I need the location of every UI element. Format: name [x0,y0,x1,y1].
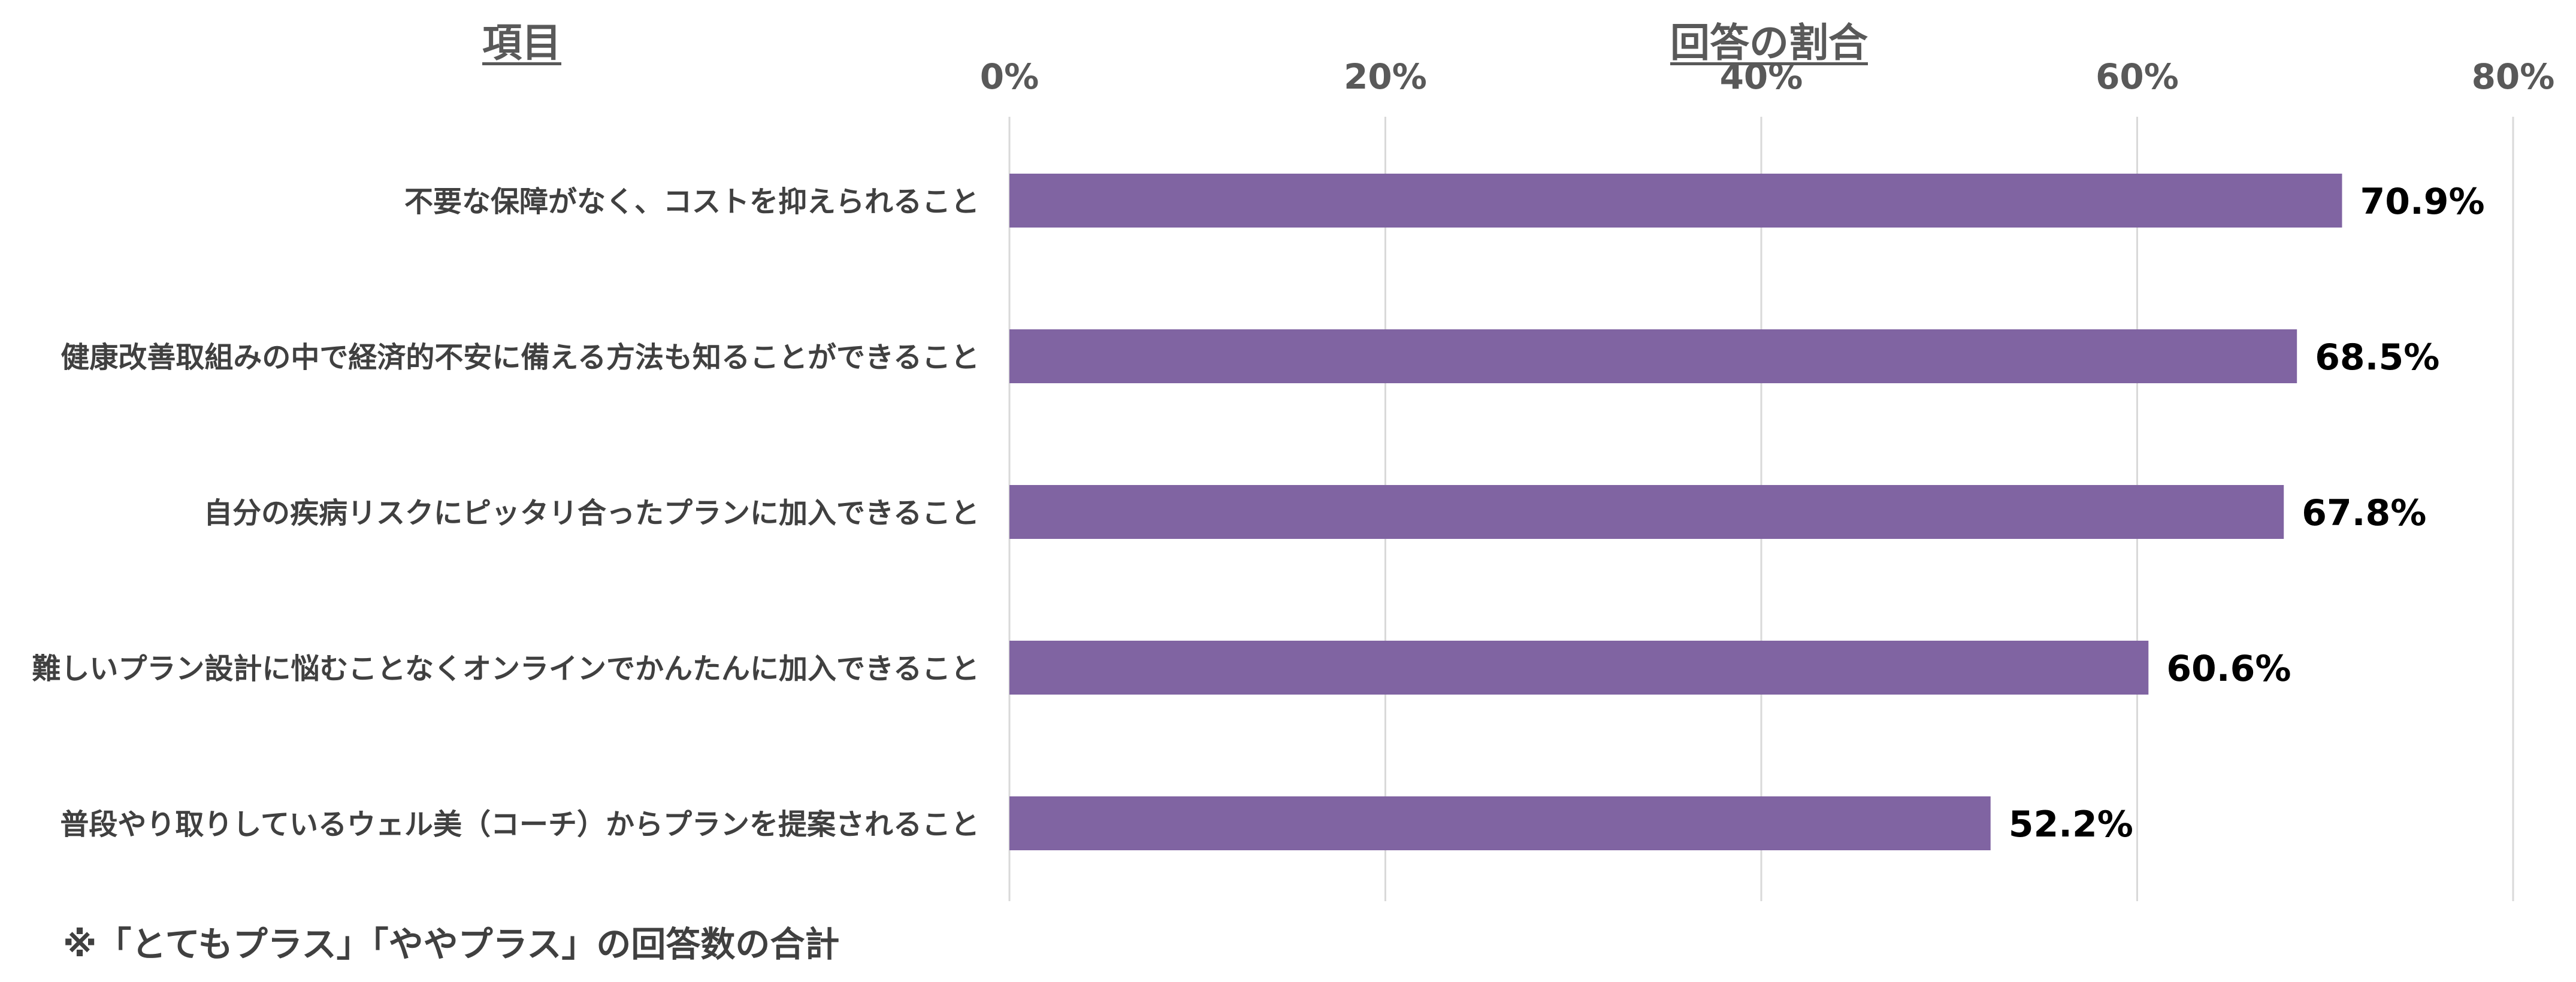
x-tick-label: 80% [2472,56,2555,97]
category-label: 普段やり取りしているウェル美（コーチ）からプランを提案されること [60,808,979,841]
footnote: ※「とてもプラス」「ややプラス」の回答数の合計 [63,924,840,965]
bar [1009,641,2149,695]
category-label: 不要な保障がなく、コストを抑えられること [404,185,979,219]
category-label: 難しいプラン設計に悩むことなくオンラインでかんたんに加入できること [32,652,979,686]
bar [1009,329,2297,383]
data-label: 52.2% [2009,804,2133,845]
x-tick-label: 0% [980,56,1039,97]
category-label: 健康改善取組みの中で経済的不安に備える方法も知ることができること [61,341,979,374]
ratio-axis-title: 回答の割合 [1670,20,1868,66]
bar [1009,485,2284,539]
data-label: 68.5% [2315,337,2439,378]
x-tick-label: 40% [1720,56,1803,97]
data-label: 67.8% [2302,492,2426,534]
data-label: 60.6% [2166,648,2291,690]
item-column-header: 項目 [482,20,561,66]
x-tick-label: 60% [2096,56,2179,97]
x-tick-label: 20% [1344,56,1427,97]
bar [1009,174,2342,228]
category-label: 自分の疾病リスクにピッタリ合ったプランに加入できること [204,496,979,530]
bar [1009,796,1991,850]
data-label: 70.9% [2360,181,2484,223]
